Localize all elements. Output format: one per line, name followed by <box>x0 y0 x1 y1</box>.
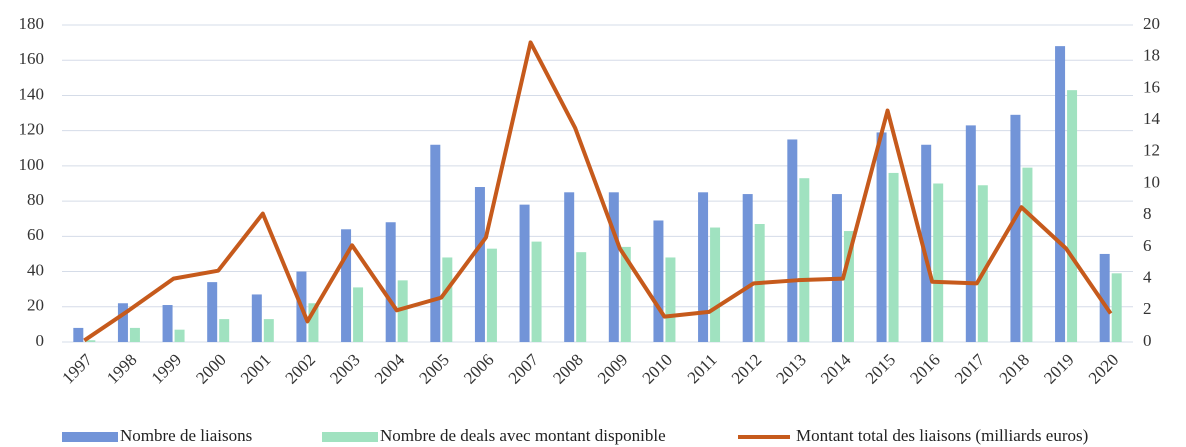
x-tick-label: 2008 <box>549 350 586 387</box>
y2-tick-label: 0 <box>1143 331 1152 350</box>
y-tick-label: 160 <box>19 49 45 68</box>
y2-tick-label: 18 <box>1143 46 1160 65</box>
x-tick-label: 2011 <box>684 350 721 387</box>
bar <box>73 327 84 342</box>
y2-tick-label: 16 <box>1143 77 1160 96</box>
bar <box>799 178 810 342</box>
bar <box>430 144 441 342</box>
y-tick-label: 80 <box>27 190 44 209</box>
x-tick-label: 2017 <box>951 350 989 388</box>
x-tick-label: 1997 <box>58 350 96 388</box>
bar <box>341 229 352 342</box>
bar <box>531 241 542 342</box>
bar <box>1055 46 1066 343</box>
bar <box>1111 273 1122 342</box>
bar <box>263 319 274 342</box>
legend-swatch <box>322 432 378 442</box>
bar <box>1010 114 1021 342</box>
bar <box>965 125 976 342</box>
bar <box>1067 90 1078 343</box>
y2-tick-label: 2 <box>1143 299 1152 318</box>
bar <box>486 248 497 342</box>
bar <box>474 187 485 342</box>
bar <box>1022 167 1033 342</box>
bar <box>977 185 988 342</box>
x-tick-label: 2018 <box>996 350 1033 387</box>
bar <box>174 329 185 342</box>
bar <box>129 327 140 342</box>
bar <box>710 227 721 342</box>
legend-label: Montant total des liaisons (milliards eu… <box>796 426 1088 445</box>
x-tick-label: 2003 <box>326 350 363 387</box>
x-tick-label: 2000 <box>192 350 229 387</box>
x-tick-label: 2005 <box>415 350 452 387</box>
y2-tick-label: 12 <box>1143 141 1160 160</box>
bar <box>207 282 218 342</box>
y-tick-label: 20 <box>27 296 44 315</box>
bar <box>308 303 319 342</box>
y2-tick-label: 10 <box>1143 172 1160 191</box>
x-tick-label: 2006 <box>460 350 497 387</box>
y2-tick-label: 4 <box>1143 268 1152 287</box>
y2-tick-label: 14 <box>1143 109 1161 128</box>
bar <box>564 192 575 342</box>
x-tick-label: 2013 <box>772 350 809 387</box>
bar <box>519 204 530 342</box>
bar <box>85 340 96 342</box>
y2-tick-label: 20 <box>1143 14 1160 33</box>
bar <box>620 246 631 342</box>
bar <box>117 303 128 342</box>
bar <box>888 172 899 342</box>
bar <box>162 305 173 342</box>
bar <box>742 194 753 342</box>
y-tick-label: 0 <box>36 331 45 350</box>
x-tick-label: 2004 <box>371 350 409 388</box>
x-tick-label: 2014 <box>817 350 855 388</box>
bar <box>843 231 854 342</box>
bar <box>665 257 676 342</box>
bar <box>698 192 709 342</box>
x-tick-label: 2009 <box>594 350 631 387</box>
bar <box>442 257 453 342</box>
bar <box>933 183 944 342</box>
y-tick-label: 120 <box>19 120 45 139</box>
y-tick-label: 60 <box>27 225 44 244</box>
x-tick-label: 2010 <box>639 350 676 387</box>
x-tick-label: 2002 <box>282 350 319 387</box>
x-tick-label: 1999 <box>148 350 185 387</box>
bar <box>653 220 664 342</box>
x-tick-label: 2016 <box>906 350 943 387</box>
x-tick-label: 2019 <box>1040 350 1077 387</box>
legend: Nombre de liaisons Nombre de deals avec m… <box>62 426 1088 445</box>
y-tick-label: 180 <box>19 14 45 33</box>
bar <box>385 222 396 342</box>
y2-tick-label: 8 <box>1143 204 1152 223</box>
bar <box>608 192 619 342</box>
x-tick-label: 2020 <box>1085 350 1122 387</box>
legend-label: Nombre de deals avec montant disponible <box>380 426 666 445</box>
bar <box>397 280 408 342</box>
y2-tick-label: 6 <box>1143 236 1152 255</box>
line <box>83 40 1113 343</box>
bar <box>876 132 887 342</box>
bar <box>1099 253 1110 342</box>
x-tick-label: 2007 <box>505 350 543 388</box>
x-tick-label: 2015 <box>862 350 899 387</box>
bar <box>787 139 798 342</box>
y-tick-label: 100 <box>19 155 45 174</box>
y-tick-label: 140 <box>19 84 45 103</box>
x-tick-label: 2012 <box>728 350 765 387</box>
bar <box>831 194 842 342</box>
bar <box>353 287 364 342</box>
bar <box>576 252 587 342</box>
legend-label: Nombre de liaisons <box>120 426 252 445</box>
bar <box>251 294 262 342</box>
y-tick-label: 40 <box>27 260 44 279</box>
x-tick-label: 2001 <box>237 350 274 387</box>
bar <box>219 319 230 342</box>
legend-swatch <box>62 432 118 442</box>
x-tick-label: 1998 <box>103 350 140 387</box>
bar <box>921 144 932 342</box>
